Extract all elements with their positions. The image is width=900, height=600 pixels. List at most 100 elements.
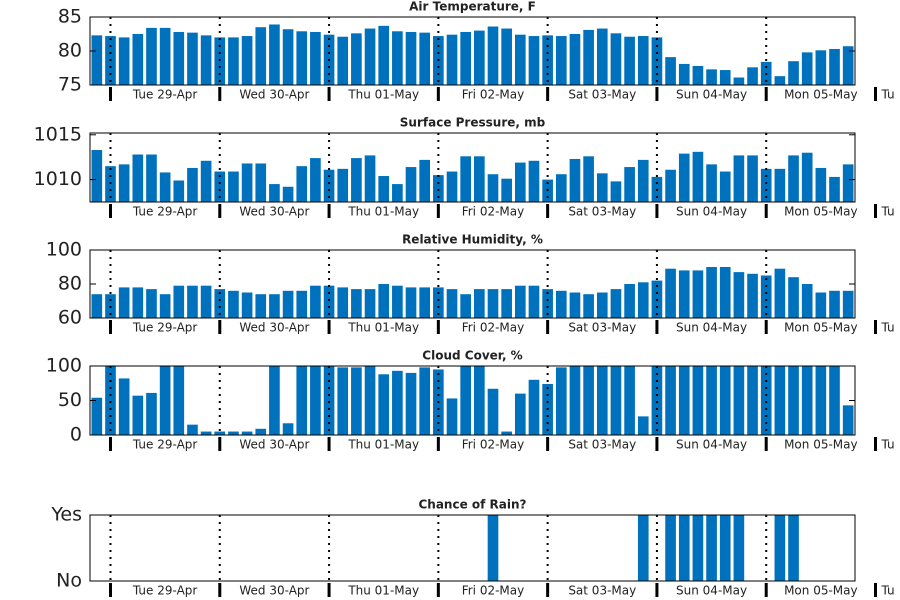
bar xyxy=(323,169,335,202)
bar xyxy=(760,168,772,202)
bar xyxy=(173,285,185,318)
bar xyxy=(555,36,567,85)
bar xyxy=(337,367,349,435)
x-tick-label: Wed 30-Apr xyxy=(239,321,309,335)
axes-box xyxy=(89,132,856,203)
bar xyxy=(760,275,772,318)
bar xyxy=(200,431,212,435)
bar xyxy=(460,294,471,318)
bar xyxy=(91,150,103,202)
bar xyxy=(678,270,690,318)
bar xyxy=(733,515,745,581)
bar xyxy=(610,289,622,318)
bar xyxy=(310,366,321,435)
bar xyxy=(692,151,704,202)
y-tick-label: 85 xyxy=(58,6,82,28)
bar xyxy=(774,366,786,435)
bar xyxy=(214,37,226,85)
x-tick-label: Sun 04-May xyxy=(676,438,747,452)
x-tick-label: Fri 02-May xyxy=(462,205,525,219)
x-tick-label: Mon 05-May xyxy=(784,88,858,102)
bar xyxy=(637,515,649,581)
bar xyxy=(788,515,799,581)
bar xyxy=(528,36,540,85)
bar xyxy=(733,272,745,318)
bar xyxy=(91,397,103,435)
bar xyxy=(596,292,608,318)
panel-title: Surface Pressure, mb xyxy=(400,116,546,130)
bar xyxy=(269,184,280,202)
bar xyxy=(719,70,731,85)
bar xyxy=(378,374,390,435)
bar xyxy=(91,294,103,318)
bar xyxy=(392,31,403,86)
bar xyxy=(187,424,198,435)
x-tick-label: Sat 03-May xyxy=(568,321,636,335)
bar xyxy=(747,366,758,435)
panel-title: Cloud Cover, % xyxy=(422,349,522,363)
x-tick-label: Thu 01-May xyxy=(347,438,419,452)
bar xyxy=(433,287,444,318)
bar xyxy=(310,285,321,318)
bar xyxy=(555,290,567,318)
bar xyxy=(678,515,690,581)
bar xyxy=(555,367,567,435)
bar xyxy=(651,366,663,435)
bar xyxy=(624,167,635,202)
bar xyxy=(774,515,786,581)
x-tick-label: Sat 03-May xyxy=(568,205,636,219)
bar xyxy=(678,63,690,85)
bar xyxy=(269,366,280,435)
bar xyxy=(241,163,253,202)
y-tick-label: 60 xyxy=(58,307,82,329)
axes-box xyxy=(89,249,856,319)
bar xyxy=(419,32,431,85)
bar xyxy=(487,289,499,318)
bar xyxy=(187,167,198,202)
bar xyxy=(282,290,294,318)
bar xyxy=(569,292,581,318)
panel: Air Temperature, F Tue 29-Apr Wed 30-Apr Th… xyxy=(58,0,895,102)
x-tick-label: Fri 02-May xyxy=(462,321,525,335)
bar xyxy=(733,155,745,202)
x-tick-label: Thu 01-May xyxy=(347,88,419,102)
x-tick-label: Tu xyxy=(880,88,894,102)
bar xyxy=(487,26,499,85)
bar xyxy=(91,35,103,85)
bar xyxy=(132,154,144,202)
bar xyxy=(829,290,840,318)
bar xyxy=(255,27,267,85)
bar xyxy=(296,290,308,318)
bar xyxy=(132,395,144,435)
bar xyxy=(747,155,758,202)
bar xyxy=(706,366,717,435)
bar xyxy=(501,289,512,318)
x-tick-label: Mon 05-May xyxy=(784,584,858,598)
x-tick-label: Mon 05-May xyxy=(784,321,858,335)
bar xyxy=(173,180,185,202)
bar xyxy=(829,176,840,202)
bar xyxy=(282,423,294,435)
bar xyxy=(241,431,253,435)
bar xyxy=(310,158,321,202)
bar xyxy=(665,57,676,85)
bar xyxy=(446,34,458,85)
x-tick-label: Sat 03-May xyxy=(568,88,636,102)
bar xyxy=(405,372,417,435)
bar xyxy=(405,287,417,318)
x-tick-label: Fri 02-May xyxy=(462,88,525,102)
bar xyxy=(282,29,294,86)
bar xyxy=(487,174,499,202)
bar xyxy=(719,171,731,202)
x-tick-label: Tue 29-Apr xyxy=(132,584,197,598)
bar xyxy=(665,366,676,435)
bar xyxy=(596,28,608,86)
bar xyxy=(269,24,280,85)
bar xyxy=(610,181,622,202)
bar xyxy=(187,285,198,318)
bar xyxy=(310,31,321,85)
x-tick-label: Tue 29-Apr xyxy=(132,88,197,102)
x-tick-label: Tu xyxy=(880,321,894,335)
bar xyxy=(337,287,349,318)
bar xyxy=(118,287,130,318)
